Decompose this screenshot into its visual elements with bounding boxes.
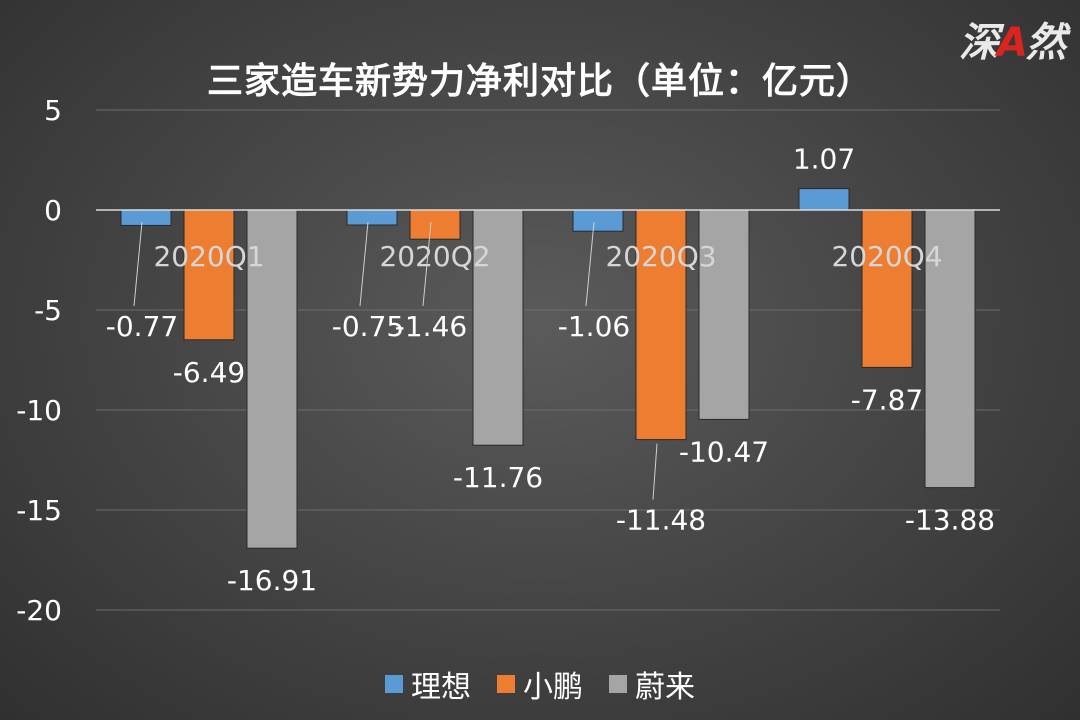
data-label: -6.49 (173, 356, 245, 389)
bar (698, 209, 750, 420)
bar (183, 209, 235, 341)
data-label: -10.47 (679, 435, 769, 468)
data-label: -0.75 (332, 310, 404, 343)
category-label: 2020Q3 (605, 240, 716, 273)
bar (635, 209, 687, 441)
watermark-logo: 深A然 (959, 20, 1066, 66)
y-tick-label: 5 (44, 94, 62, 127)
data-label: -11.76 (453, 461, 543, 494)
leader-line (652, 443, 658, 500)
y-tick-label: -15 (16, 494, 62, 527)
bar (861, 209, 913, 368)
leader-line (422, 221, 432, 307)
y-tick-label: 0 (44, 194, 62, 227)
category-label: 2020Q4 (831, 240, 942, 273)
data-label: -16.91 (227, 564, 317, 597)
chart-title: 三家造车新势力净利对比（单位：亿元） (206, 61, 873, 102)
bar (246, 209, 298, 549)
y-tick-label: -10 (16, 394, 62, 427)
y-tick-label: -5 (34, 294, 62, 327)
legend-item-weilai: 蔚来 (609, 662, 695, 706)
category-label: 2020Q2 (379, 240, 490, 273)
data-label: -11.48 (616, 504, 706, 537)
leader-line (359, 221, 369, 307)
data-label: -13.88 (905, 504, 995, 537)
legend: 理想 小鹏 蔚来 (0, 662, 1080, 706)
bar (572, 209, 624, 232)
bar (472, 209, 524, 446)
category-label: 2020Q1 (153, 240, 264, 273)
legend-label-lixiang: 理想 (411, 670, 471, 705)
data-label: -7.87 (851, 383, 923, 416)
bar (409, 209, 461, 240)
legend-item-xiaopeng: 小鹏 (497, 662, 583, 706)
legend-item-lixiang: 理想 (385, 662, 471, 706)
bar (798, 188, 850, 211)
leader-line (585, 221, 595, 307)
leader-line (133, 221, 143, 307)
data-label: 1.07 (793, 143, 855, 176)
legend-swatch-weilai (609, 675, 627, 693)
data-label: -1.46 (395, 310, 467, 343)
bar (120, 209, 172, 226)
legend-label-xiaopeng: 小鹏 (523, 670, 583, 705)
legend-swatch-lixiang (385, 675, 403, 693)
data-label: -0.77 (106, 310, 178, 343)
bar (346, 209, 398, 226)
legend-swatch-xiaopeng (497, 675, 515, 693)
data-label: -1.06 (558, 310, 630, 343)
y-tick-label: -20 (16, 594, 62, 627)
legend-label-weilai: 蔚来 (635, 670, 695, 705)
bar (924, 209, 976, 489)
